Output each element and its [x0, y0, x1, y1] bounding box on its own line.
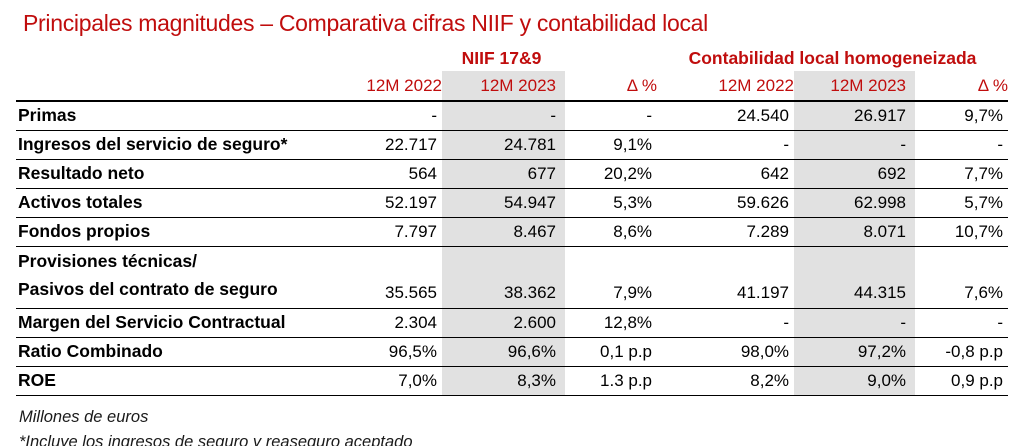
footnotes: Millones de euros *Incluye los ingresos … — [19, 405, 1008, 446]
cell-niif-delta: 0,1 p.p — [600, 341, 653, 361]
cell-local-delta: -0,8 p.p — [945, 341, 1004, 361]
cell-niif-2023: 38.362 — [442, 246, 565, 308]
table-row-resultado-neto: Resultado neto 564 677 20,2% 642 692 7,7… — [16, 159, 1009, 188]
cell-local-delta: 7,7% — [964, 163, 1004, 183]
group-header-row: NIIF 17&9 Contabilidad local homogeneiza… — [16, 45, 1008, 71]
cell-local-delta: 5,7% — [964, 192, 1004, 212]
cell-local-delta: - — [997, 312, 1004, 332]
page-title: Principales magnitudes – Comparativa cif… — [23, 10, 708, 36]
cell-niif-2022: 564 — [408, 163, 437, 183]
cell-local-2023: 62.998 — [794, 188, 916, 217]
cell-niif-delta: 8,6% — [613, 221, 653, 241]
cell-local-2022: 7.289 — [746, 221, 790, 241]
cell-local-delta: 7,6% — [964, 282, 1004, 302]
comparison-table: NIIF 17&9 Contabilidad local homogeneiza… — [16, 45, 1009, 396]
cell-niif-2022: 7.797 — [394, 221, 437, 241]
table-row-ingresos: Ingresos del servicio de seguro* 22.717 … — [16, 130, 1009, 159]
row-label: ROE — [18, 370, 56, 390]
spacer-cell — [16, 45, 346, 71]
col-header-local-delta: Δ % — [977, 75, 1009, 95]
column-header-row: 12M 2022 12M 2023 Δ % 12M 2022 12M 2023 … — [16, 71, 1009, 101]
cell-local-2022: - — [783, 134, 790, 154]
cell-niif-delta: 1.3 p.p — [600, 370, 653, 390]
cell-local-2022: 98,0% — [740, 341, 790, 361]
table-row-provisiones-pasivos: Provisiones técnicas/ Pasivos del contra… — [16, 246, 1009, 308]
cell-local-2022: 8,2% — [750, 370, 790, 390]
cell-local-2022: - — [783, 312, 790, 332]
col-header-local-2023: 12M 2023 — [794, 71, 916, 101]
table-row-ratio-combinado: Ratio Combinado 96,5% 96,6% 0,1 p.p 98,0… — [16, 337, 1009, 366]
col-header-local-2022: 12M 2022 — [718, 75, 795, 95]
row-label: Fondos propios — [18, 221, 151, 241]
row-label: Ratio Combinado — [18, 341, 163, 361]
cell-local-delta: 10,7% — [954, 221, 1004, 241]
row-label: Ingresos del servicio de seguro* — [18, 134, 288, 154]
cell-niif-2023: 2.600 — [442, 308, 565, 337]
cell-local-2023: 8.071 — [794, 217, 916, 246]
row-label-line1: Provisiones técnicas/ — [18, 250, 197, 271]
cell-niif-delta: 12,8% — [603, 312, 653, 332]
cell-niif-delta: - — [646, 105, 653, 125]
footnote-units: Millones de euros — [19, 407, 149, 426]
cell-local-2022: 41.197 — [737, 282, 790, 302]
cell-niif-2022: 7,0% — [398, 370, 437, 390]
cell-local-2023: 9,0% — [794, 366, 916, 395]
cell-niif-2022: 2.304 — [394, 312, 437, 332]
table-row-margen-contractual: Margen del Servicio Contractual 2.304 2.… — [16, 308, 1009, 337]
col-header-niif-2023: 12M 2023 — [442, 71, 565, 101]
cell-local-2022: 59.626 — [737, 192, 790, 212]
col-header-niif-delta: Δ % — [626, 75, 658, 95]
cell-niif-2022: 96,5% — [388, 341, 437, 361]
cell-niif-2023: 677 — [442, 159, 565, 188]
cell-niif-2022: 52.197 — [385, 192, 437, 212]
cell-niif-2023: 54.947 — [442, 188, 565, 217]
cell-local-2023: - — [794, 308, 916, 337]
cell-niif-2022: - — [431, 105, 437, 125]
table-row-roe: ROE 7,0% 8,3% 1.3 p.p 8,2% 9,0% 0,9 p.p — [16, 366, 1009, 395]
cell-niif-2023: - — [442, 101, 565, 130]
cell-local-2022: 24.540 — [737, 105, 790, 125]
cell-niif-2023: 8.467 — [442, 217, 565, 246]
spacer-cell — [16, 71, 346, 101]
row-label: Primas — [18, 105, 77, 126]
cell-local-2022: 642 — [760, 163, 790, 183]
cell-niif-2022: 35.565 — [385, 282, 437, 302]
cell-niif-2023: 24.781 — [442, 130, 565, 159]
table-row-fondos-propios: Fondos propios 7.797 8.467 8,6% 7.289 8.… — [16, 217, 1009, 246]
cell-local-2023: 26.917 — [794, 101, 916, 130]
cell-niif-delta: 5,3% — [613, 192, 653, 212]
cell-niif-delta: 7,9% — [613, 282, 653, 302]
col-header-niif-2022: 12M 2022 — [366, 75, 442, 95]
row-label: Resultado neto — [18, 163, 145, 183]
cell-niif-2023: 8,3% — [442, 366, 565, 395]
cell-niif-2022: 22.717 — [385, 134, 437, 154]
cell-local-delta: - — [997, 134, 1004, 154]
cell-local-delta: 0,9 p.p — [951, 370, 1004, 390]
cell-local-2023: - — [794, 130, 916, 159]
row-label: Margen del Servicio Contractual — [18, 312, 286, 332]
cell-local-2023: 97,2% — [794, 337, 916, 366]
cell-local-2023: 44.315 — [794, 246, 916, 308]
group-header-niif: NIIF 17&9 — [461, 48, 542, 68]
cell-niif-delta: 20,2% — [603, 163, 653, 183]
cell-local-delta: 9,7% — [964, 105, 1004, 125]
table-row-activos-totales: Activos totales 52.197 54.947 5,3% 59.62… — [16, 188, 1009, 217]
table-row-primas: Primas - - - 24.540 26.917 9,7% — [16, 101, 1009, 130]
row-label: Provisiones técnicas/ Pasivos del contra… — [16, 246, 346, 308]
row-label-line2: Pasivos del contrato de seguro — [18, 278, 278, 299]
cell-local-2023: 692 — [794, 159, 916, 188]
cell-niif-2023: 96,6% — [442, 337, 565, 366]
footnote-asterisk: *Incluye los ingresos de seguro y reaseg… — [19, 433, 413, 446]
row-label: Activos totales — [18, 192, 143, 212]
cell-niif-delta: 9,1% — [613, 134, 653, 154]
group-header-local: Contabilidad local homogeneizada — [688, 48, 977, 68]
